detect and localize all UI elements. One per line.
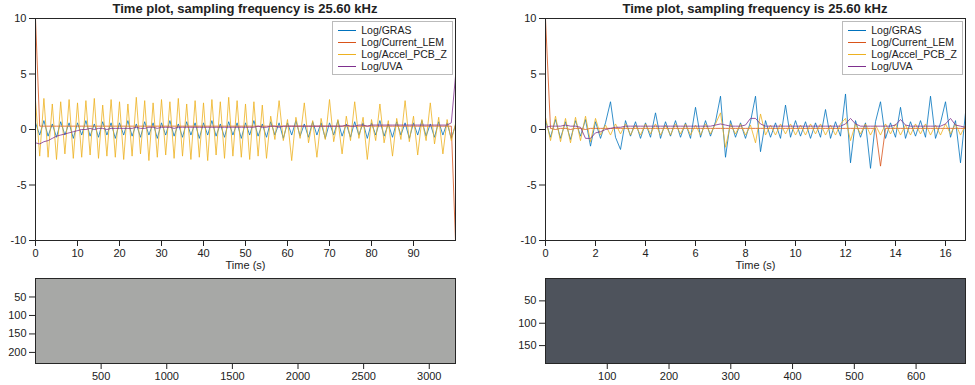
svg-text:20: 20 [113,247,125,259]
svg-text:70: 70 [323,247,335,259]
svg-text:0: 0 [20,123,26,135]
svg-text:500: 500 [92,370,110,382]
svg-text:200: 200 [8,346,26,358]
svg-text:6: 6 [692,247,698,259]
svg-text:-10: -10 [11,234,27,246]
svg-text:8: 8 [742,247,748,259]
svg-text:1000: 1000 [155,370,179,382]
svg-text:100: 100 [598,370,616,382]
svg-text:2000: 2000 [286,370,310,382]
svg-text:2: 2 [592,247,598,259]
svg-text:16: 16 [939,247,951,259]
html-text:Log/GRAS: Log/GRAS [361,24,412,36]
svg-text:100: 100 [518,317,536,329]
svg-text:2500: 2500 [351,370,375,382]
svg-text:14: 14 [889,247,901,259]
svg-text:500: 500 [845,370,863,382]
html-text:Time plot, sampling frequency: Time plot, sampling frequency is 25.60 k… [112,1,378,16]
svg-text:50: 50 [14,290,26,302]
svg-text:10: 10 [524,12,536,24]
svg-text:-5: -5 [527,179,537,191]
svg-text:10: 10 [71,247,83,259]
html-text:Log/UVA: Log/UVA [361,60,403,72]
svg-text:50: 50 [524,294,536,306]
svg-text:60: 60 [281,247,293,259]
svg-text:10: 10 [789,247,801,259]
svg-text:0: 0 [530,123,536,135]
svg-text:200: 200 [660,370,678,382]
svg-text:1500: 1500 [220,370,244,382]
svg-text:80: 80 [365,247,377,259]
svg-text:40: 40 [197,247,209,259]
html-text:Log/Accel_PCB_Z: Log/Accel_PCB_Z [361,48,447,60]
svg-text:150: 150 [8,327,26,339]
html-text:Log/Current_LEM: Log/Current_LEM [871,36,955,48]
svg-text:-10: -10 [521,234,537,246]
svg-text:10: 10 [14,12,26,24]
svg-text:5: 5 [20,68,26,80]
svg-text:12: 12 [839,247,851,259]
html-text:Log/UVA: Log/UVA [871,60,913,72]
svg-text:5: 5 [530,68,536,80]
svg-text:Time (s): Time (s) [226,259,266,271]
svg-text:4: 4 [642,247,648,259]
svg-text:Time (s): Time (s) [736,259,776,271]
svg-text:-5: -5 [17,179,27,191]
svg-text:600: 600 [907,370,925,382]
svg-text:400: 400 [783,370,801,382]
svg-text:100: 100 [8,309,26,321]
svg-text:30: 30 [155,247,167,259]
svg-text:0: 0 [32,247,38,259]
svg-text:150: 150 [518,339,536,351]
svg-text:3000: 3000 [417,370,441,382]
svg-text:90: 90 [407,247,419,259]
html-text:Log/Current_LEM: Log/Current_LEM [361,36,445,48]
svg-text:50: 50 [239,247,251,259]
svg-text:300: 300 [722,370,740,382]
html-text:Log/GRAS: Log/GRAS [871,24,922,36]
html-text:Log/Accel_PCB_Z: Log/Accel_PCB_Z [871,48,957,60]
svg-text:0: 0 [542,247,548,259]
html-text:Time plot, sampling frequency: Time plot, sampling frequency is 25.60 k… [622,1,888,16]
